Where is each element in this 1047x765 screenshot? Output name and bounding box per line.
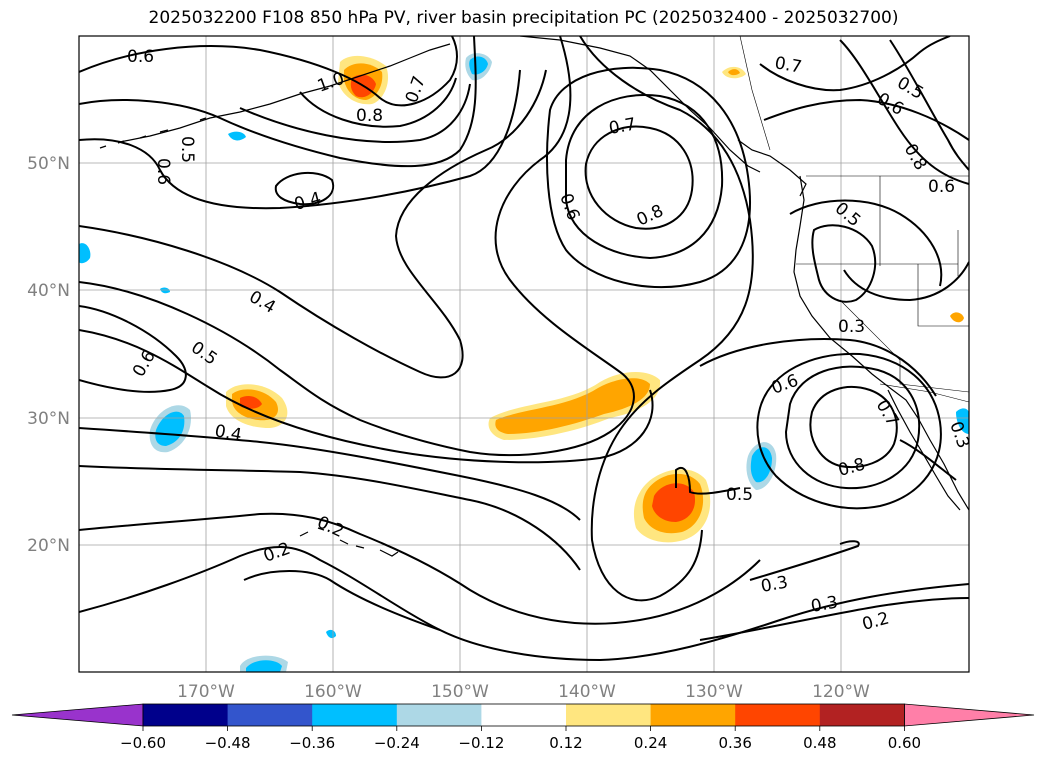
- colorbar-tick-label: 0.48: [803, 734, 836, 752]
- lon-label-160w: 160°W: [304, 682, 362, 702]
- colorbar: −0.60 −0.48 −0.36 −0.24 −0.12 0.12 0.24 0.36 0.4…: [12, 704, 1034, 752]
- lon-label-120w: 120°W: [812, 682, 870, 702]
- lat-label-20n: 20°N: [27, 536, 70, 556]
- colorbar-tick-label: −0.36: [289, 734, 335, 752]
- colorbar-tick-label: −0.24: [374, 734, 420, 752]
- map-panel: 0.6 1.0 0.8 0.7 0.5 0.6 0.4 0.4 0.5 0.6 …: [79, 36, 973, 672]
- contour-label: 0.6: [928, 177, 955, 197]
- colorbar-segment: [143, 704, 228, 726]
- colorbar-tick-label: −0.48: [205, 734, 251, 752]
- contour-label: 0.6: [153, 158, 173, 185]
- lon-label-170w: 170°W: [177, 682, 235, 702]
- lon-label-140w: 140°W: [558, 682, 616, 702]
- colorbar-arrow-min: [12, 704, 143, 726]
- lat-label-50n: 50°N: [27, 154, 70, 174]
- colorbar-tick-label: 0.60: [888, 734, 921, 752]
- lon-label-130w: 130°W: [685, 682, 743, 702]
- contour-label: 0.3: [838, 317, 865, 337]
- colorbar-segment: [566, 704, 651, 726]
- colorbar-segment: [820, 704, 905, 726]
- colorbar-tick-label: 0.36: [718, 734, 751, 752]
- colorbar-segment: [228, 704, 313, 726]
- colorbar-tick-label: 0.12: [549, 734, 582, 752]
- lat-label-30n: 30°N: [27, 409, 70, 429]
- colorbar-segment: [312, 704, 397, 726]
- contour-label: 0.5: [726, 485, 753, 505]
- colorbar-tick-label: 0.24: [634, 734, 667, 752]
- colorbar-segment: [481, 704, 566, 726]
- colorbar-segment: [651, 704, 736, 726]
- lat-labels: 20°N 30°N 40°N 50°N: [27, 154, 70, 556]
- colorbar-tick-label: −0.12: [458, 734, 504, 752]
- colorbar-tick-label: −0.60: [120, 734, 166, 752]
- lat-label-40n: 40°N: [27, 281, 70, 301]
- contour-label: 0.6: [127, 47, 154, 67]
- lon-labels: 170°W 160°W 150°W 140°W 130°W 120°W: [177, 682, 870, 702]
- colorbar-segment: [397, 704, 482, 726]
- contour-label: 0.8: [356, 106, 383, 126]
- colorbar-segment: [735, 704, 820, 726]
- colorbar-arrow-max: [904, 704, 1034, 726]
- contour-label: 0.5: [177, 136, 197, 163]
- lon-label-150w: 150°W: [431, 682, 489, 702]
